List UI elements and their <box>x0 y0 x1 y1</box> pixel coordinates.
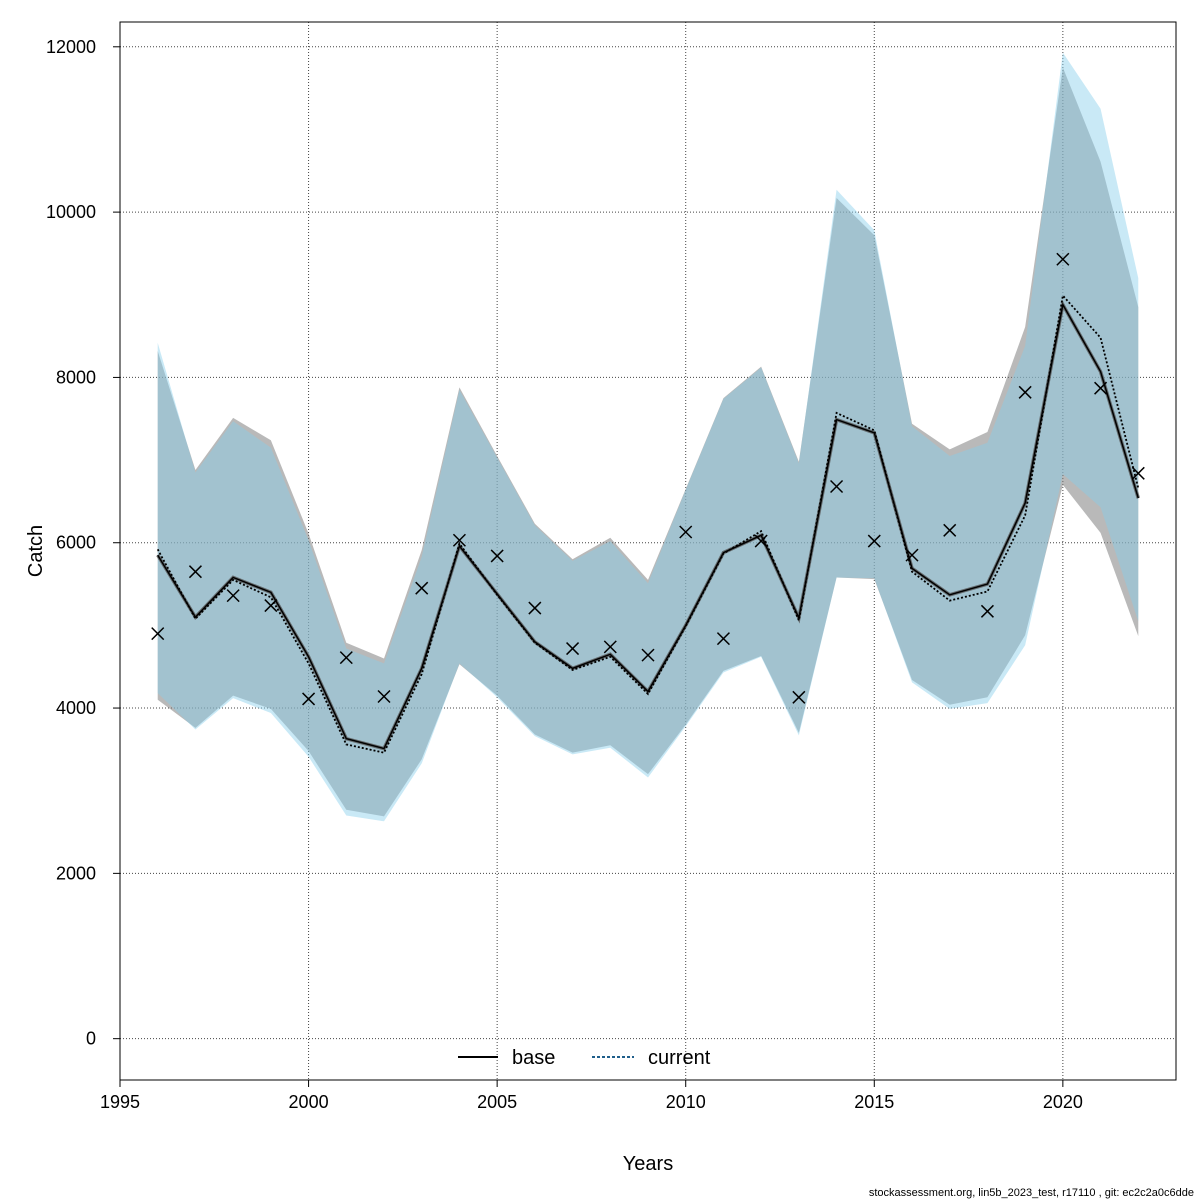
legend-current-label: current <box>648 1047 711 1069</box>
observed-point-1996 <box>151 627 165 641</box>
observed-point-2000-stroke-b <box>302 692 316 706</box>
observed-point-2005-stroke-b <box>490 549 504 563</box>
observed-point-2012-stroke-b <box>754 534 768 548</box>
observed-point-1997-stroke-b <box>188 565 202 579</box>
observed-point-2013 <box>792 690 806 704</box>
observed-point-2000 <box>302 692 316 706</box>
observed-point-2005 <box>490 549 504 563</box>
line-current <box>156 293 1140 754</box>
y-axis-title: Catch <box>25 525 47 577</box>
series-lines <box>156 293 1140 754</box>
y-tick-label-2000: 2000 <box>56 863 96 883</box>
y-axis: 0 2000 4000 6000 8000 10000 12000 <box>46 37 121 1049</box>
y-tick-label-0: 0 <box>86 1029 96 1049</box>
observed-point-2018-stroke-b <box>980 604 994 618</box>
legend: base current <box>458 1047 711 1069</box>
observed-point-2015 <box>867 534 881 548</box>
observed-point-2002 <box>377 689 391 704</box>
observed-point-2019-stroke-b <box>1018 385 1032 399</box>
observed-point-2003 <box>415 581 429 595</box>
observed-point-2006-stroke-b <box>528 601 542 615</box>
observed-point-2016 <box>905 548 919 562</box>
observed-point-2021-stroke-b <box>1094 381 1108 395</box>
observed-point-2010-stroke-b <box>679 525 693 539</box>
line-base <box>157 302 1140 750</box>
band-base <box>157 67 1139 817</box>
x-tick-label-1995: 1995 <box>100 1092 140 1112</box>
x-tick-label-2000: 2000 <box>289 1092 329 1112</box>
observed-point-2009 <box>641 648 655 662</box>
observed-point-2001 <box>339 651 353 665</box>
observed-point-2011 <box>716 632 730 646</box>
observed-point-2013-stroke-b <box>792 690 806 704</box>
observed-point-2011-stroke-b <box>716 632 730 646</box>
observed-point-2015-stroke-b <box>867 534 881 548</box>
observed-point-2004-stroke-b <box>452 533 466 547</box>
observed-point-1996-stroke-b <box>151 627 165 641</box>
observed-point-2019 <box>1018 385 1032 399</box>
legend-base-label: base <box>512 1047 555 1069</box>
y-tick-label-10000: 10000 <box>46 202 96 222</box>
y-tick-label-4000: 4000 <box>56 698 96 718</box>
x-tick-label-2005: 2005 <box>477 1092 517 1112</box>
y-tick-label-6000: 6000 <box>56 533 96 553</box>
observed-point-2018 <box>980 604 994 618</box>
observed-point-1999 <box>264 599 278 613</box>
observed-point-2017 <box>943 523 957 537</box>
band-current <box>157 52 1139 822</box>
x-axis: 1995 2000 2005 2010 2015 2020 <box>100 1079 1083 1112</box>
observed-point-2009-stroke-b <box>641 648 655 662</box>
observed-point-2014 <box>830 479 844 494</box>
footer-note: stockassessment.org, lin5b_2023_test, r1… <box>869 1187 1194 1199</box>
observed-point-2006 <box>528 601 542 615</box>
observed-point-2010 <box>679 525 693 539</box>
observed-point-2008 <box>603 640 617 654</box>
observed-point-2016-stroke-b <box>905 548 919 562</box>
observed-point-2002-stroke-b <box>377 689 391 704</box>
x-tick-label-2010: 2010 <box>666 1092 706 1112</box>
observed-point-2001-stroke-b <box>339 651 353 665</box>
observed-point-2014-stroke-b <box>830 479 844 494</box>
x-axis-title: Years <box>623 1153 673 1175</box>
x-tick-label-2020: 2020 <box>1043 1092 1083 1112</box>
observed-point-2020 <box>1056 252 1070 266</box>
observed-point-2022-stroke-b <box>1131 466 1145 480</box>
observed-point-2008-stroke-b <box>603 640 617 654</box>
observed-point-2017-stroke-b <box>943 523 957 537</box>
observed-point-2007-stroke-b <box>566 642 580 656</box>
y-tick-label-8000: 8000 <box>56 367 96 387</box>
x-tick-label-2015: 2015 <box>854 1092 894 1112</box>
y-tick-label-12000: 12000 <box>46 37 96 57</box>
observed-point-1999-stroke-b <box>264 599 278 613</box>
observed-point-2012 <box>754 534 768 548</box>
observed-point-1997 <box>188 565 202 579</box>
observed-point-2020-stroke-b <box>1056 252 1070 266</box>
observed-point-2004 <box>452 533 466 547</box>
observed-markers <box>151 252 1145 706</box>
observed-point-2003-stroke-b <box>415 581 429 595</box>
observed-point-1998-stroke-b <box>226 589 240 603</box>
confidence-bands <box>157 52 1139 822</box>
observed-point-1998 <box>226 589 240 603</box>
observed-point-2007 <box>566 642 580 656</box>
observed-point-2022 <box>1131 466 1145 480</box>
observed-point-2021 <box>1094 381 1108 395</box>
